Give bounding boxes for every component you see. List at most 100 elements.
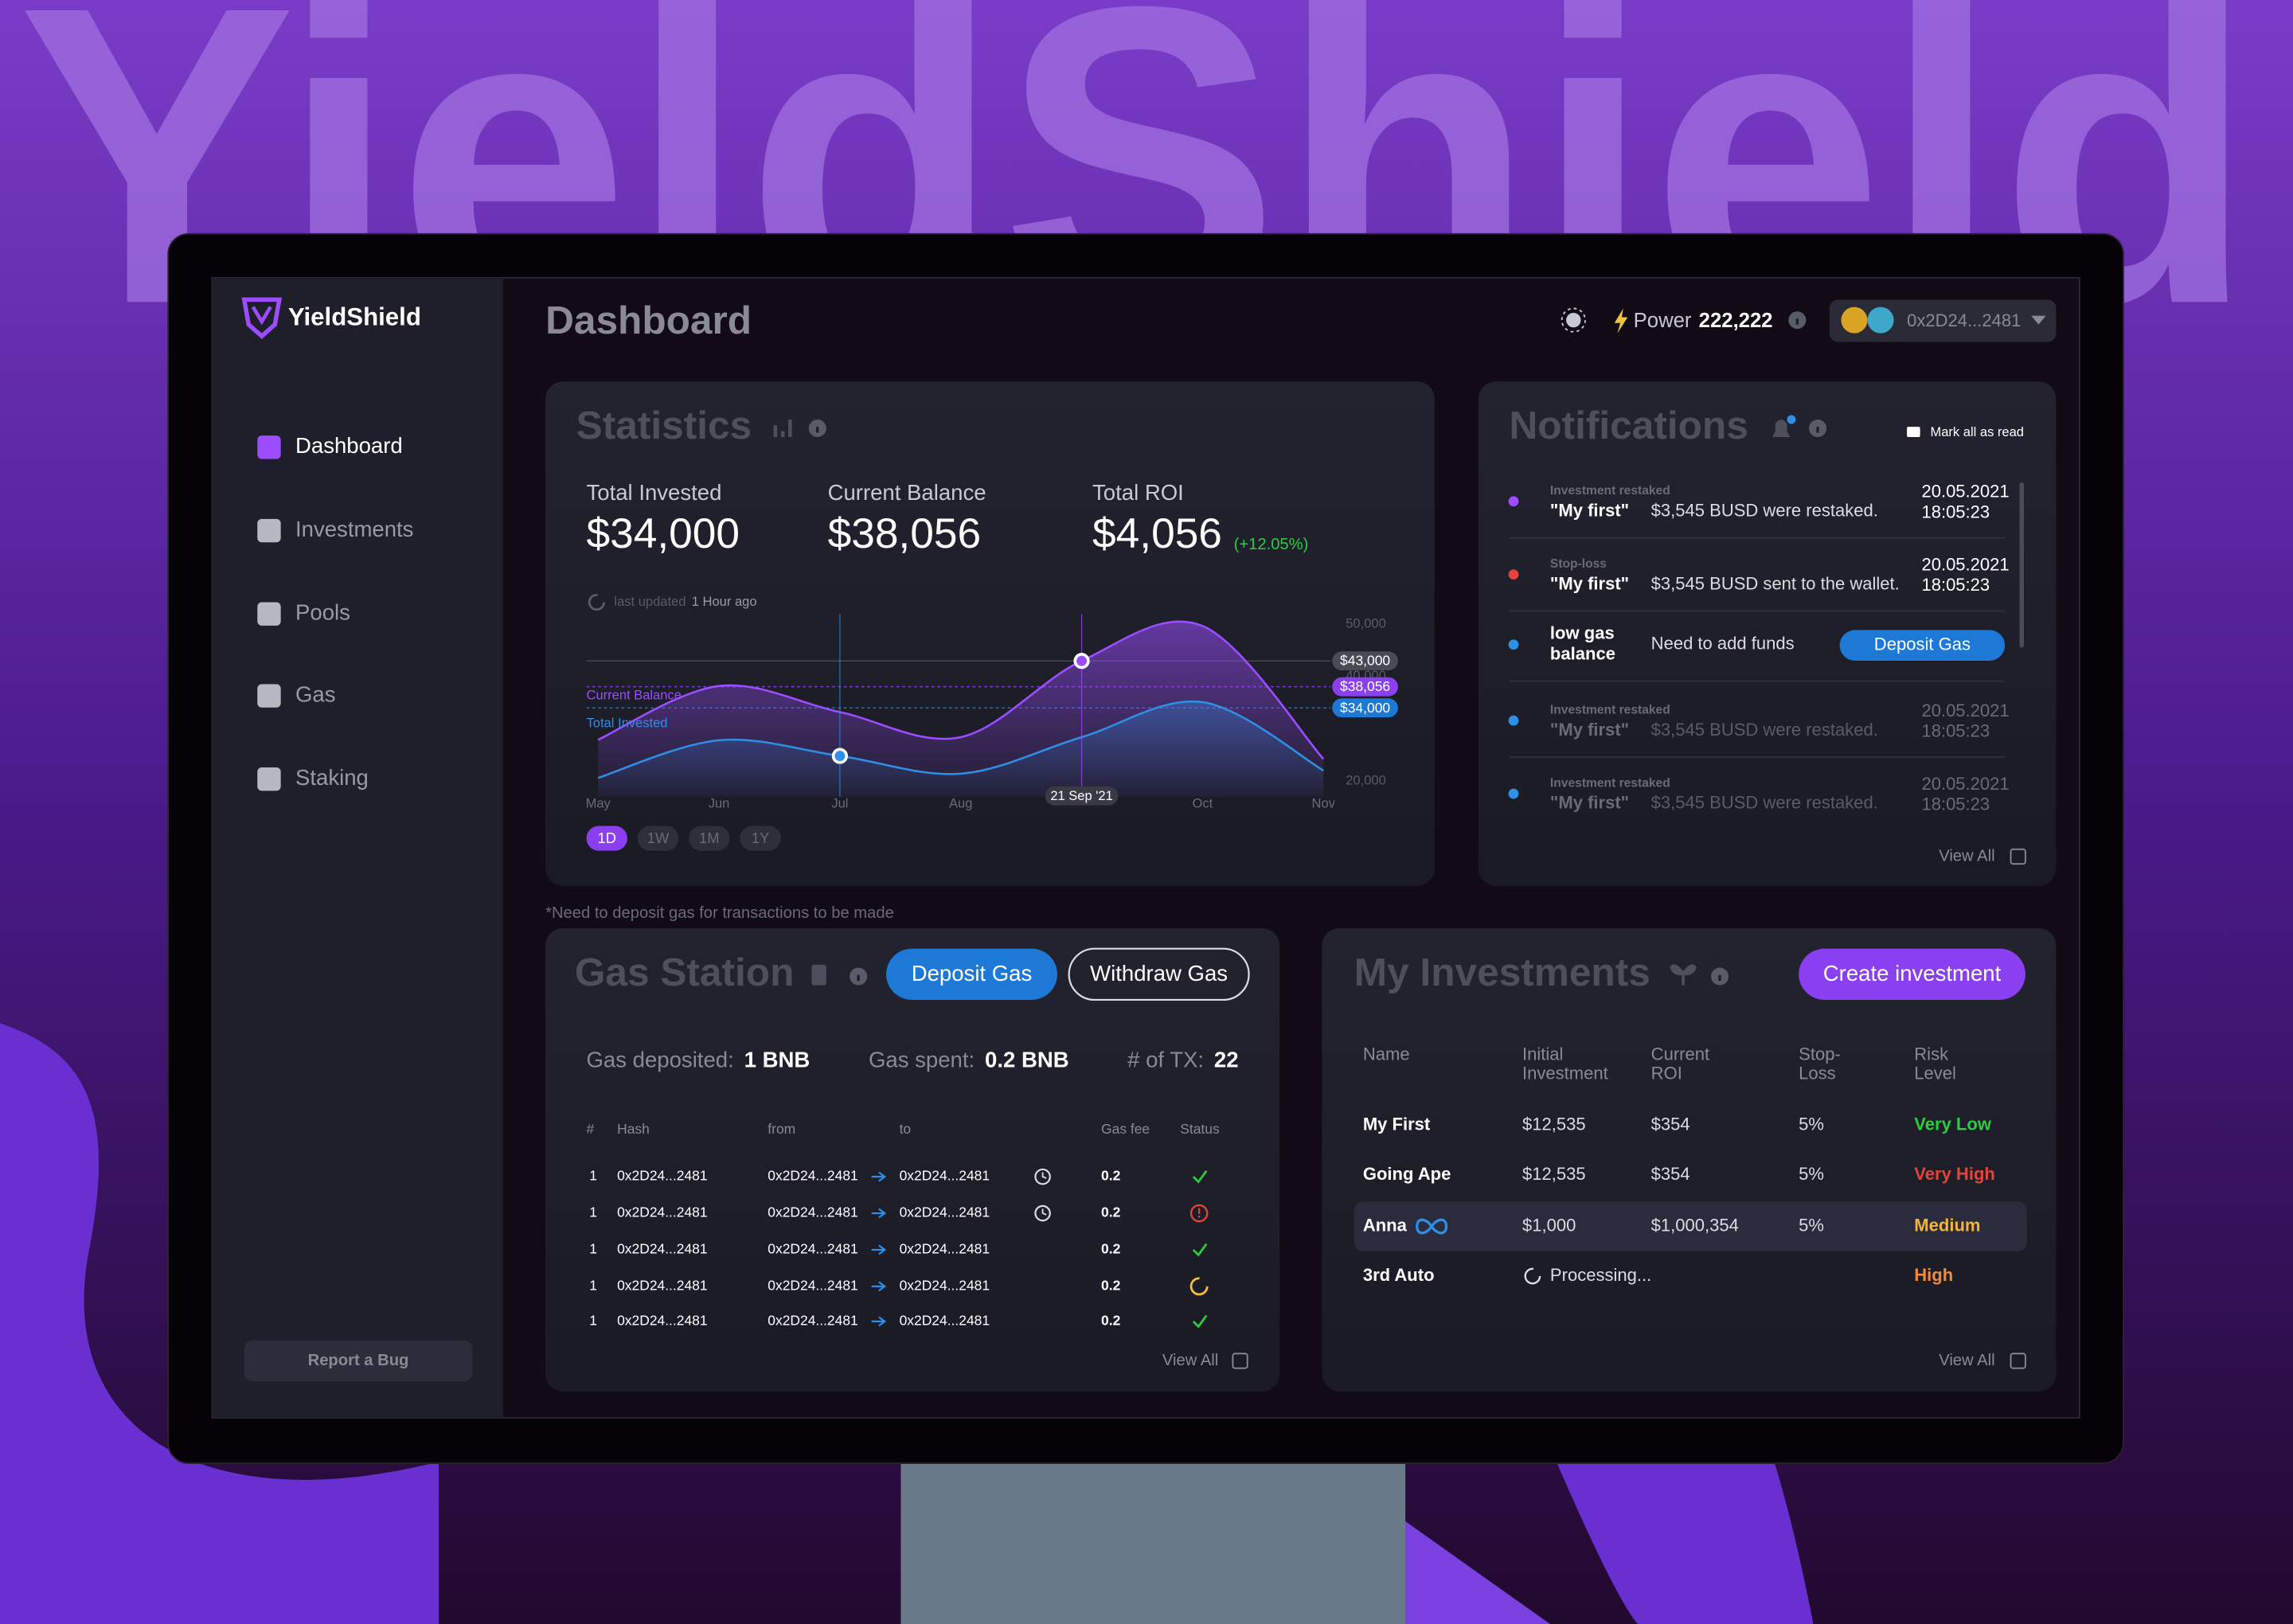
view-all[interactable]: View All [1939, 1352, 1994, 1369]
view-all[interactable]: View All [1939, 847, 1994, 865]
table-cell: 1 [589, 1277, 597, 1293]
nav-icon [257, 435, 281, 459]
nav-item[interactable]: Pools [295, 599, 350, 624]
stats-icon [773, 425, 778, 438]
notification-action[interactable] [1839, 630, 2006, 661]
notification-message: $3,545 BUSD sent to the wallet. [1651, 573, 1900, 593]
status-error [1198, 1208, 1201, 1214]
mark-all-read[interactable]: Mark all as read [1930, 424, 2024, 439]
logo [241, 297, 283, 340]
notification-time: 18:05:23 [1921, 721, 1990, 741]
wallet-avatar [1867, 306, 1894, 334]
stat-value: $4,056 [1092, 510, 1222, 557]
stat-change: (+12.05%) [1234, 536, 1309, 553]
view-all-icon [2010, 848, 2026, 865]
notification-date: 20.05.2021 [1921, 701, 2009, 720]
info-icon [816, 427, 819, 433]
annotation-badge [1045, 786, 1119, 806]
investment-cell: 5% [1799, 1215, 1824, 1235]
notification-dot [1508, 715, 1519, 726]
area-fill [598, 701, 1324, 797]
view-all[interactable]: View All [1162, 1352, 1218, 1369]
nav-item[interactable]: Gas [295, 681, 336, 706]
theme-icon[interactable] [1566, 312, 1581, 328]
stat-label: Total Invested [587, 480, 722, 505]
table-cell: 0.2 [1101, 1204, 1120, 1220]
info-icon [857, 974, 860, 982]
table-header: Name [1363, 1044, 1410, 1064]
arrow-icon [871, 1281, 887, 1292]
risk-level: Very High [1914, 1164, 1995, 1184]
range-label: 1M [699, 830, 720, 846]
marker-label: $34,000 [1340, 700, 1390, 716]
nav-item[interactable]: Dashboard [295, 433, 403, 458]
mail-icon [1907, 427, 1920, 438]
table-header: Risk [1914, 1044, 1949, 1064]
table-cell: 0x2D24...2481 [900, 1277, 990, 1293]
gas-note: *Need to deposit gas for transactions to… [545, 904, 894, 922]
power-value: 222,222 [1699, 310, 1773, 332]
report-bug-button[interactable] [244, 1340, 473, 1382]
deposit-gas-button[interactable] [886, 948, 1057, 1000]
power-icon [1614, 308, 1628, 334]
stat-value: $34,000 [587, 510, 740, 557]
ribbon [0, 1023, 439, 1624]
investment-cell: $354 [1651, 1164, 1690, 1184]
bell-dot [1787, 415, 1796, 424]
table-cell: 0.2 [1101, 1241, 1120, 1257]
range-button[interactable] [740, 826, 781, 851]
create-investment-button[interactable] [1799, 948, 2025, 1000]
ribbon [1404, 1520, 1550, 1624]
highlight-point [831, 748, 848, 764]
notification-time: 18:05:23 [1921, 794, 1990, 814]
nav-item[interactable]: Staking [295, 765, 369, 790]
gas-stat-value: 0.2 BNB [985, 1047, 1069, 1072]
table-cell: 0x2D24...2481 [617, 1313, 707, 1329]
x-tick-label: Jun [709, 795, 730, 810]
table-header: from [768, 1121, 795, 1137]
investment-name: My First [1363, 1115, 1431, 1134]
table-header: Investment [1522, 1063, 1608, 1083]
clock-icon [1041, 1172, 1047, 1179]
series-line [597, 700, 1324, 779]
theme-icon [1561, 307, 1586, 333]
y-tick-label: 20,000 [1346, 772, 1386, 787]
investment-cell: $12,535 [1522, 1115, 1586, 1134]
table-cell: 0x2D24...2481 [617, 1204, 707, 1220]
nav-item[interactable]: Investments [295, 517, 413, 541]
investment-cell: 5% [1799, 1164, 1824, 1184]
table-header: Hash [617, 1121, 650, 1137]
table-cell: 1 [589, 1241, 597, 1257]
range-button[interactable] [586, 826, 627, 851]
range-label: 1D [598, 830, 616, 846]
withdraw-gas-label: Withdraw Gas [1090, 961, 1228, 986]
card-title: Gas Station [575, 950, 795, 994]
range-button[interactable] [637, 826, 679, 851]
withdraw-gas-button[interactable] [1068, 947, 1250, 1001]
processing-label: Processing... [1550, 1265, 1651, 1285]
plant-icon [1670, 964, 1697, 986]
infinity-icon [1416, 1218, 1448, 1235]
legend-label: Total Invested [587, 715, 668, 730]
table-cell: 0x2D24...2481 [768, 1277, 857, 1293]
marker-label: $38,056 [1340, 678, 1390, 694]
gas-stat-label: Gas spent: [869, 1047, 975, 1072]
table-cell: 0.2 [1101, 1277, 1120, 1293]
nav-icon [257, 684, 281, 708]
table-cell: 0x2D24...2481 [900, 1168, 990, 1184]
notification-dot [1508, 569, 1519, 580]
power-label: Power [1634, 310, 1692, 332]
table-cell: 0x2D24...2481 [768, 1313, 857, 1329]
notification-name: low gas [1550, 623, 1615, 643]
range-button[interactable] [689, 826, 730, 851]
gas-icon [811, 964, 826, 986]
table-cell: 0x2D24...2481 [900, 1313, 990, 1329]
notification-dot [1508, 496, 1519, 507]
arrow-icon [871, 1171, 887, 1182]
notification-name: "My first" [1550, 720, 1629, 740]
notification-time: 18:05:23 [1921, 575, 1990, 595]
table-header: # [587, 1121, 595, 1137]
notification-name: "My first" [1550, 500, 1629, 520]
x-tick-label: Oct [1193, 795, 1213, 810]
